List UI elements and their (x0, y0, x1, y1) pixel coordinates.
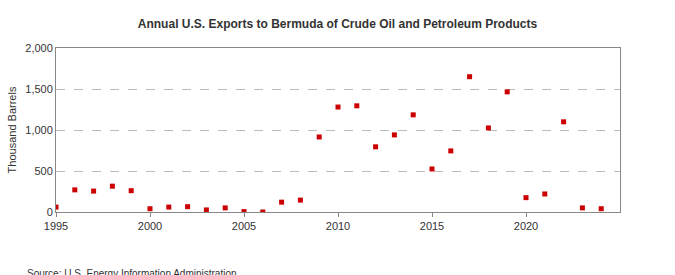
svg-text:Thousand Barrels: Thousand Barrels (6, 86, 18, 173)
svg-text:1,500: 1,500 (25, 83, 53, 95)
svg-text:1995: 1995 (44, 220, 68, 232)
svg-text:Annual U.S. Exports to Bermuda: Annual U.S. Exports to Bermuda of Crude … (138, 17, 538, 31)
svg-text:0: 0 (47, 206, 53, 218)
svg-text:2020: 2020 (514, 220, 538, 232)
svg-text:Source: U.S. Energy Informatio: Source: U.S. Energy Information Administ… (27, 268, 237, 275)
svg-text:1,000: 1,000 (25, 124, 53, 136)
svg-text:2015: 2015 (420, 220, 444, 232)
svg-text:2000: 2000 (138, 220, 162, 232)
svg-text:500: 500 (34, 165, 52, 177)
svg-text:2005: 2005 (232, 220, 256, 232)
svg-text:2,000: 2,000 (25, 42, 53, 54)
svg-text:2010: 2010 (326, 220, 350, 232)
